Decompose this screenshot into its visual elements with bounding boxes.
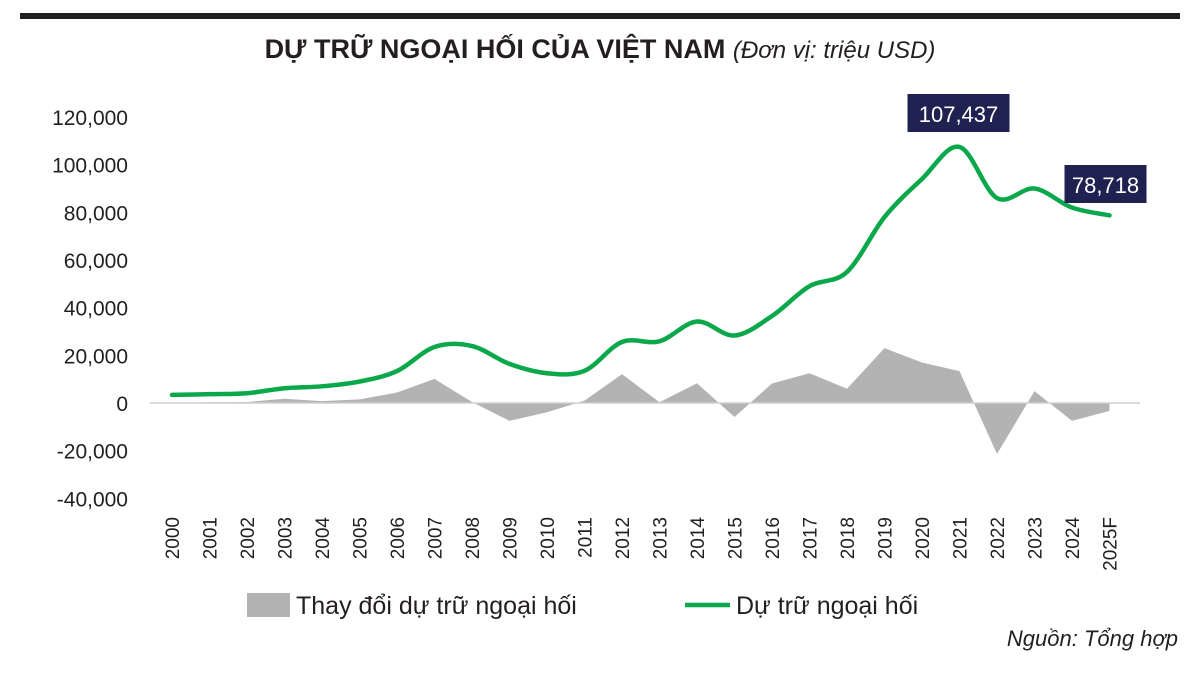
x-tick-label: 2004	[313, 517, 334, 560]
x-tick-label: 2021	[951, 517, 972, 559]
x-tick-label: 2012	[613, 517, 634, 559]
y-tick-label: 60,000	[64, 250, 128, 273]
source-note: Nguồn: Tổng hợp	[1006, 626, 1178, 651]
x-tick-label: 2024	[1063, 517, 1084, 560]
x-tick-label: 2018	[838, 517, 859, 559]
x-tick-label: 2009	[501, 517, 522, 559]
value-label: 107,437	[919, 102, 999, 127]
y-tick-label: 120,000	[52, 107, 128, 130]
y-tick-label: 0	[116, 393, 128, 416]
x-tick-label: 2002	[238, 517, 259, 559]
unit-text: (Đơn vị: triệu USD)	[732, 37, 936, 64]
x-tick-label: 2025F	[1101, 517, 1122, 571]
y-tick-label: -40,000	[57, 488, 128, 511]
x-tick-label: 2017	[801, 517, 822, 559]
legend-line-label: Dự trữ ngoại hối	[736, 592, 918, 620]
x-tick-label: 2023	[1026, 517, 1047, 559]
top-rule	[20, 13, 1180, 19]
y-tick-label: 20,000	[64, 345, 128, 368]
x-tick-label: 2013	[651, 517, 672, 559]
x-tick-label: 2005	[351, 517, 372, 559]
x-tick-label: 2016	[763, 517, 784, 559]
change-area	[172, 348, 1110, 455]
y-tick-label: 80,000	[64, 202, 128, 225]
x-tick-label: 2022	[988, 517, 1009, 559]
x-tick-label: 2007	[426, 517, 447, 559]
x-tick-label: 2003	[276, 517, 297, 559]
x-tick-label: 2000	[163, 517, 184, 559]
value-label-bg	[1064, 165, 1147, 203]
x-tick-label: 2019	[876, 517, 897, 559]
y-tick-label: 100,000	[52, 155, 128, 178]
value-label-bg	[907, 94, 1010, 132]
y-tick-label: 40,000	[64, 298, 128, 321]
value-label: 78,718	[1072, 173, 1139, 198]
x-tick-label: 2006	[388, 517, 409, 559]
y-tick-label: -20,000	[57, 441, 128, 464]
x-tick-label: 2015	[726, 517, 747, 559]
legend-area-label: Thay đổi dự trữ ngoại hối	[296, 592, 577, 620]
title-text: DỰ TRỮ NGOẠI HỐI CỦA VIỆT NAM	[264, 34, 726, 64]
x-tick-label: 2011	[576, 517, 597, 558]
x-tick-label: 2014	[688, 517, 709, 560]
x-tick-label: 2020	[913, 517, 934, 559]
chart-title: DỰ TRỮ NGOẠI HỐI CỦA VIỆT NAM (Đơn vị: t…	[0, 34, 1200, 65]
x-tick-label: 2010	[538, 517, 559, 559]
x-tick-label: 2008	[463, 517, 484, 559]
reserves-line	[169, 144, 1112, 398]
x-tick-label: 2001	[201, 517, 222, 559]
legend-area-swatch	[247, 593, 290, 617]
